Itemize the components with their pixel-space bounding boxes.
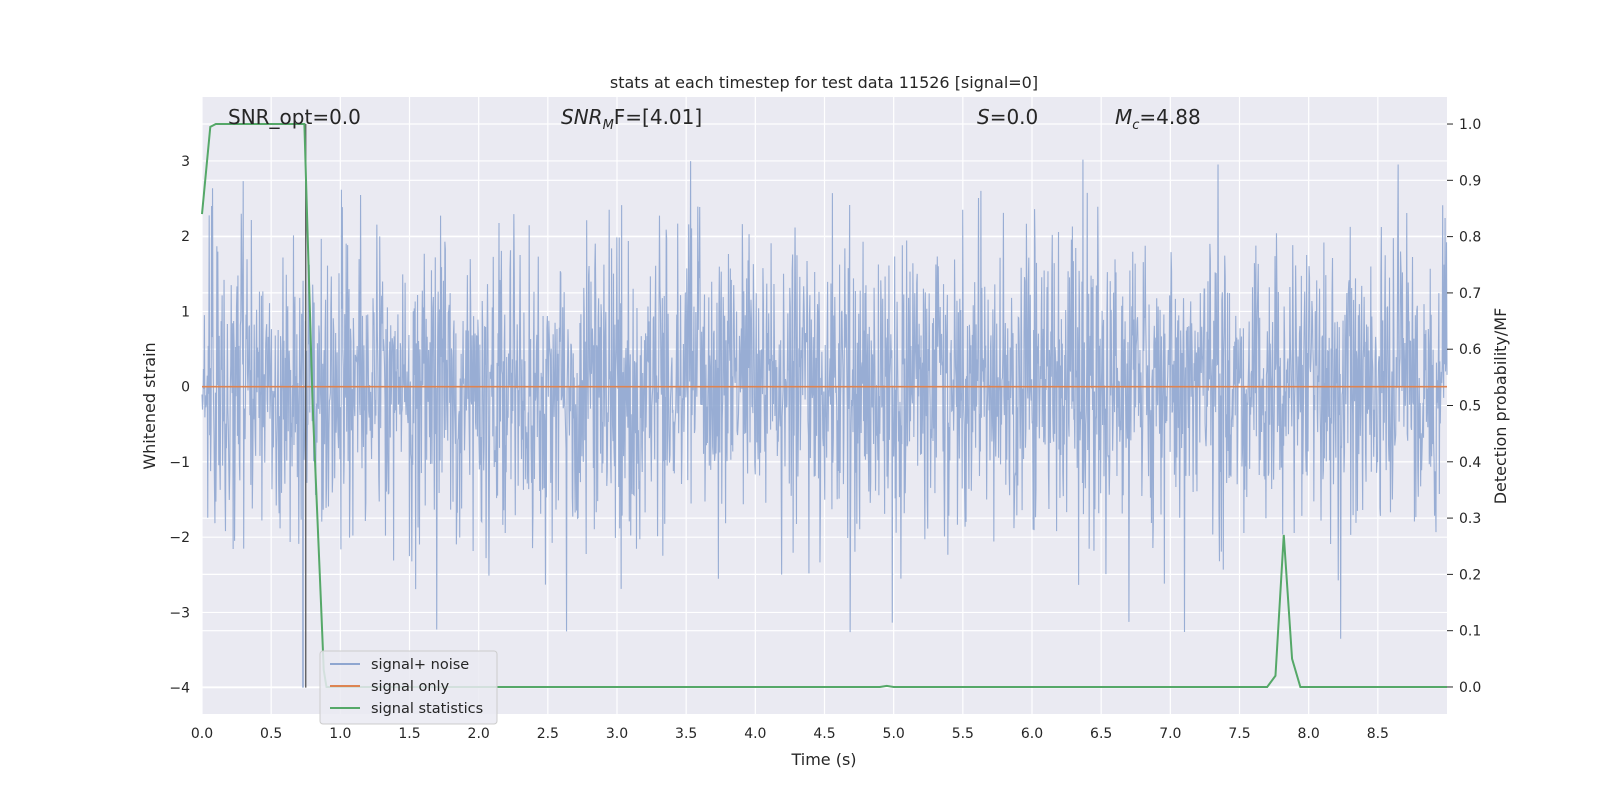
- annotation-mc: Mc=4.88: [1115, 105, 1201, 133]
- x-tick-label-6: 3.0: [606, 726, 628, 742]
- y-right-tick-label-2: 0.2: [1459, 567, 1481, 583]
- series-signal-plus-noise: [201, 159, 1448, 688]
- y-right-tick-label-1: 0.1: [1459, 624, 1481, 640]
- y-right-tick-label-5: 0.5: [1459, 399, 1481, 415]
- annotation-s: S=0.0: [977, 105, 1038, 129]
- y-left-tick-label-2: −2: [169, 530, 190, 546]
- annotation-snr-mf-sub: M: [603, 118, 614, 133]
- annotation-mc-sub: c: [1132, 118, 1139, 133]
- annotation-snr-mf-label: SNR: [561, 105, 603, 129]
- x-tick-label-3: 1.5: [398, 726, 420, 742]
- x-tick-label-11: 5.5: [952, 726, 974, 742]
- y-right-tick-label-6: 0.6: [1459, 342, 1481, 358]
- x-tick-label-10: 5.0: [883, 726, 905, 742]
- legend-label-signal-plus-noise: signal+ noise: [371, 657, 469, 673]
- x-axis-ticks: 0.0 0.5 1.0 1.5 2.0 2.5 3.0 3.5 4.0 4.5 5.0 5.5 6.0 6…: [191, 726, 1389, 742]
- y-axis-right-ticks: 0.0 0.1 0.2 0.3 0.4 0.5 0.6 0.7 0.8 0.9 1.0: [1447, 117, 1481, 696]
- legend-box: [319, 650, 498, 725]
- x-tick-label-9: 4.5: [813, 726, 835, 742]
- x-tick-label-4: 2.0: [468, 726, 490, 742]
- y-axis-left-label: Whitened strain: [140, 342, 159, 469]
- annotation-mc-rest: =4.88: [1139, 105, 1200, 129]
- annotation-snr-opt: SNR_opt=0.0: [228, 105, 361, 129]
- annotation-mc-label: M: [1115, 105, 1132, 129]
- y-axis-left-ticks: −4 −3 −2 −1 0 1 2 3: [169, 154, 190, 697]
- legend: signal+ noise signal only signal statist…: [319, 650, 498, 725]
- y-left-tick-label-3: −1: [169, 455, 190, 471]
- x-tick-label-5: 2.5: [537, 726, 559, 742]
- y-right-tick-label-0: 0.0: [1459, 680, 1481, 696]
- legend-label-signal-only: signal only: [371, 679, 450, 695]
- annotation-s-label: S: [977, 105, 990, 129]
- x-tick-label-1: 0.5: [260, 726, 282, 742]
- y-right-tick-label-4: 0.4: [1459, 455, 1481, 471]
- x-tick-label-14: 7.0: [1159, 726, 1181, 742]
- y-left-tick-label-4: 0: [181, 380, 190, 396]
- x-tick-label-2: 1.0: [329, 726, 351, 742]
- annotation-snr-mf-rest: F=[4.01]: [614, 105, 702, 129]
- x-tick-label-16: 8.0: [1298, 726, 1320, 742]
- y-axis-right-label: Detection probability/MF: [1491, 308, 1510, 505]
- legend-label-signal-statistics: signal statistics: [371, 701, 483, 717]
- x-tick-label-17: 8.5: [1367, 726, 1389, 742]
- annotation-s-rest: =0.0: [990, 105, 1039, 129]
- y-right-tick-label-3: 0.3: [1459, 511, 1481, 527]
- chart-title: stats at each timestep for test data 115…: [610, 73, 1038, 92]
- x-tick-label-0: 0.0: [191, 726, 213, 742]
- x-tick-label-15: 7.5: [1228, 726, 1250, 742]
- y-left-tick-label-1: −3: [169, 605, 190, 621]
- y-right-tick-label-9: 0.9: [1459, 173, 1481, 189]
- x-tick-label-13: 6.5: [1090, 726, 1112, 742]
- y-left-tick-label-7: 3: [181, 154, 190, 170]
- annotation-snr-mf: SNRMF=[4.01]: [561, 105, 702, 133]
- y-right-tick-label-10: 1.0: [1459, 117, 1481, 133]
- x-tick-label-8: 4.0: [744, 726, 766, 742]
- x-axis-label: Time (s): [790, 750, 856, 769]
- x-tick-label-12: 6.0: [1021, 726, 1043, 742]
- y-right-tick-label-7: 0.7: [1459, 286, 1481, 302]
- x-tick-label-7: 3.5: [675, 726, 697, 742]
- y-left-tick-label-0: −4: [169, 681, 190, 697]
- noise-trace: [201, 159, 1448, 639]
- y-left-tick-label-5: 1: [181, 304, 190, 320]
- y-right-tick-label-8: 0.8: [1459, 230, 1481, 246]
- y-left-tick-label-6: 2: [181, 229, 190, 245]
